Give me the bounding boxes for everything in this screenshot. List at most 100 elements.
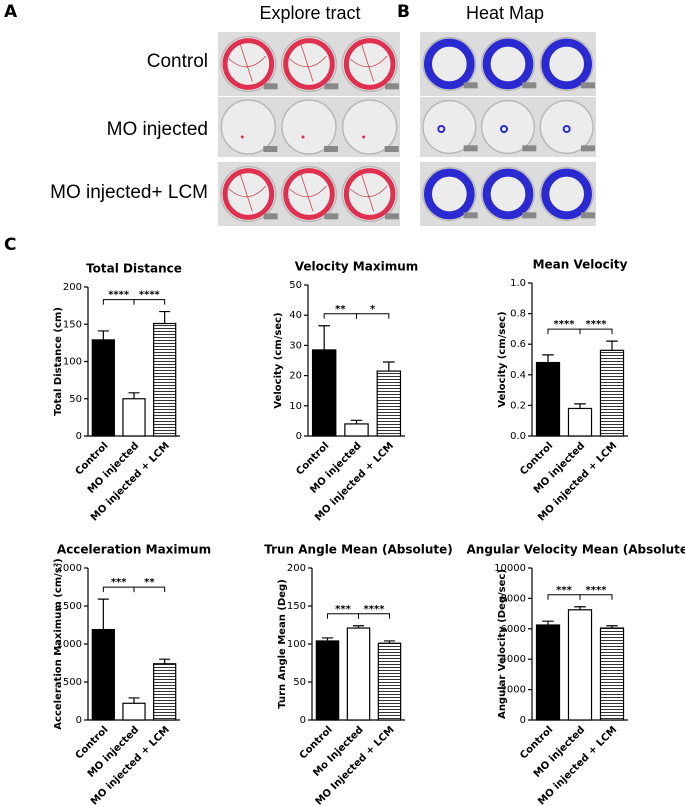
bar	[122, 702, 146, 721]
scale-bar	[522, 82, 537, 89]
y-tick-label: 10	[289, 401, 302, 412]
track	[289, 44, 327, 82]
chart-title: Mean Velocity	[533, 258, 628, 272]
y-tick-label: 0	[520, 715, 526, 726]
bar	[535, 361, 561, 437]
photos	[218, 32, 596, 226]
heat	[541, 168, 593, 220]
significance-bracket	[358, 613, 390, 619]
y-tick-label: 50	[293, 677, 306, 688]
significance-label: *	[370, 304, 376, 315]
panel-label: A	[4, 2, 18, 22]
y-axis-label: Velocity (cm/sec)	[497, 311, 508, 407]
track	[350, 44, 388, 82]
y-tick-label: 200	[63, 282, 82, 293]
significance-bracket	[133, 586, 166, 593]
significance-bracket	[579, 594, 613, 600]
error-bar	[542, 620, 554, 625]
scale-bar	[263, 83, 278, 90]
significance-label: ****	[554, 319, 576, 330]
bar	[315, 640, 340, 721]
y-tick-label: 0.8	[510, 309, 526, 320]
bar	[346, 627, 371, 721]
bar	[599, 627, 625, 721]
track	[283, 38, 335, 90]
panel-label: C	[4, 235, 16, 255]
chart: Velocity Maximum Velocity (cm/sec) 0 10 20 30…	[273, 260, 418, 524]
dish	[480, 99, 536, 155]
dish	[281, 99, 337, 155]
y-axis-label: Turn Angle Mean (Deg)	[277, 579, 288, 709]
track	[289, 174, 327, 212]
error-bar	[97, 598, 109, 630]
scale-bar	[385, 83, 399, 90]
y-axis-label: Angular Velocity (Deg/sec)	[497, 569, 508, 719]
bar	[377, 642, 402, 721]
y-tick-label: 20	[289, 371, 302, 382]
y-tick-label: 200	[287, 563, 306, 574]
error-bar	[542, 354, 554, 363]
y-tick-label: 500	[63, 677, 82, 688]
bar	[535, 624, 561, 721]
heat	[562, 125, 571, 133]
row-label: Control	[147, 51, 208, 72]
y-tick-label: 0.6	[510, 339, 526, 350]
y-tick-label: 1.0	[510, 278, 526, 289]
scale-bar	[463, 212, 478, 219]
dish	[280, 35, 338, 93]
scale-bar	[581, 145, 595, 152]
scale-bar	[581, 82, 595, 89]
heat	[424, 168, 475, 220]
y-tick-label: 50	[69, 394, 82, 405]
track	[283, 168, 335, 220]
significance-label: ****	[364, 604, 386, 615]
dish	[341, 165, 398, 223]
y-axis-label: Velocity (cm/sec)	[273, 312, 284, 408]
y-tick-label: 0	[76, 715, 82, 726]
bar	[153, 322, 177, 437]
chart: Mean Velocity Velocity (cm/sec) 0.0 0.2 0.4 0…	[497, 258, 628, 523]
error-bar	[574, 606, 586, 610]
error-bar	[383, 361, 395, 372]
y-tick-label: 0	[76, 431, 82, 442]
panel-title: Explore tract	[259, 3, 360, 23]
significance-bracket	[579, 328, 613, 335]
bar	[567, 609, 593, 721]
scale-bar	[522, 145, 537, 152]
bar	[122, 398, 146, 437]
error-bar	[128, 392, 140, 399]
track	[301, 135, 305, 139]
dish	[220, 35, 277, 93]
significance-label: **	[144, 577, 155, 588]
error-bar	[318, 325, 330, 350]
y-axis-label: Acceleration Maximum (cm/s²)	[53, 558, 64, 729]
y-tick-label: 0.2	[510, 400, 526, 411]
scale-bar	[384, 146, 399, 152]
row-label: MO injected+ LCM	[50, 182, 208, 203]
heat	[482, 38, 534, 90]
bar	[599, 349, 625, 437]
y-tick-label: 1000	[57, 639, 82, 650]
bar	[344, 423, 369, 437]
scale-bar	[385, 213, 399, 220]
y-tick-label: 2000	[57, 563, 82, 574]
scale-bar	[263, 146, 278, 152]
bar	[311, 349, 337, 437]
scale-bar	[263, 213, 278, 220]
heat	[500, 125, 508, 133]
track	[240, 135, 244, 139]
error-bar	[159, 658, 171, 664]
error-bar	[321, 637, 334, 641]
track	[362, 135, 366, 139]
chart-title: Trun Angle Mean (Absolute)	[264, 543, 453, 557]
y-tick-label: 40	[289, 310, 302, 321]
track	[350, 174, 388, 212]
significance-label: ****	[108, 290, 130, 301]
scale-bar	[463, 145, 478, 152]
y-tick-label: 50	[289, 280, 302, 291]
dish	[280, 165, 338, 223]
track	[222, 38, 275, 90]
bar	[91, 339, 115, 437]
bar	[153, 663, 177, 721]
